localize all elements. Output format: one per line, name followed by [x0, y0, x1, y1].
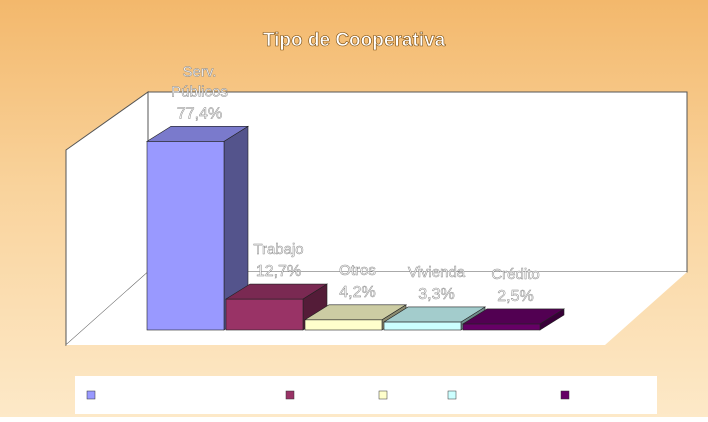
legend	[75, 376, 657, 414]
category-label-0: Serv. Públicos	[171, 63, 228, 100]
bar-top-4	[461, 308, 566, 325]
legend-swatch-0	[86, 390, 96, 400]
legend-swatch-4	[560, 390, 570, 400]
legend-box	[75, 376, 657, 414]
chart-title: Tipo de Cooperativa	[263, 30, 446, 51]
category-label-4: Crédito	[491, 266, 539, 283]
data-label-4: 2,5%	[497, 288, 533, 305]
bar-0	[145, 125, 250, 331]
legend-swatch-1	[285, 390, 295, 400]
data-label-0: 77,4%	[177, 105, 222, 122]
chart-labels: Serv. Públicos 77,4% Trabajo 12,7% Otros 4,2% V…	[171, 63, 540, 305]
bar-top-1	[224, 283, 329, 300]
category-label-2: Otros	[339, 262, 376, 279]
bar-front-3	[383, 321, 462, 331]
category-label-1: Trabajo	[253, 241, 303, 258]
bar-front-1	[225, 298, 304, 331]
bar-top-0	[145, 126, 250, 142]
category-label-3: Vivienda	[408, 264, 466, 281]
bar-front-2	[304, 319, 383, 331]
bar-top-3	[382, 306, 487, 323]
chart-bars	[145, 125, 566, 331]
data-label-1: 12,7%	[256, 263, 301, 280]
bar-4	[461, 308, 566, 331]
bar-top-2	[303, 304, 408, 321]
data-label-2: 4,2%	[339, 284, 375, 301]
legend-swatch-2	[378, 390, 388, 400]
bar-front-0	[146, 141, 225, 331]
data-label-3: 3,3%	[418, 286, 454, 303]
legend-swatch-3	[447, 390, 457, 400]
bar-front-4	[462, 323, 541, 331]
